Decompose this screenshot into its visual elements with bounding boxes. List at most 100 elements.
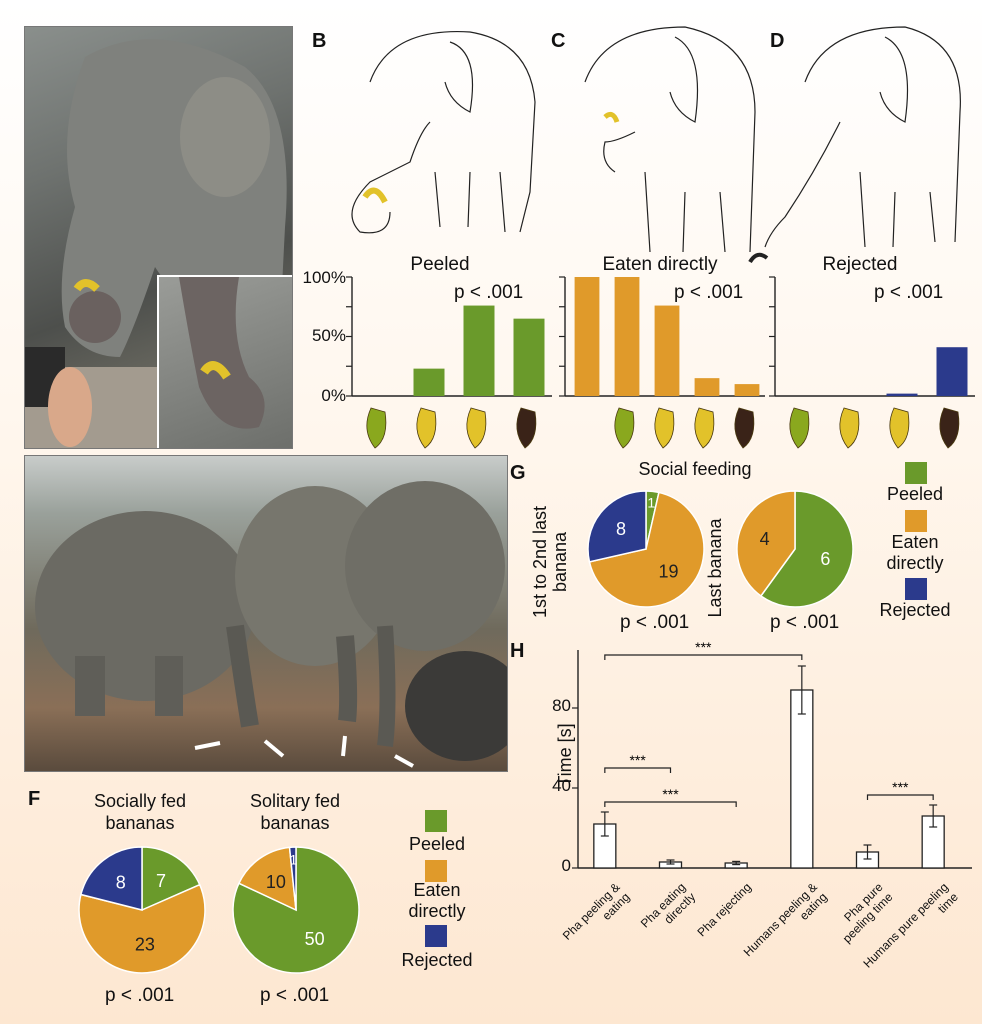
pie-solitary-fed-slice-2: [288, 846, 297, 911]
pie-socially-fed-slice-0: [141, 846, 201, 912]
bar-B-2: [463, 305, 495, 396]
legend-swatch-rejected-f: [425, 925, 447, 947]
inset-photo: [157, 275, 292, 448]
banana-body: [366, 407, 387, 449]
pie-socially-fed-label-2: 8: [116, 873, 126, 893]
banana-green-icon: [789, 407, 810, 449]
bar-D-2: [886, 393, 918, 396]
h-sig-label-0: ***: [695, 639, 712, 655]
pie-last-banana-slice-1: [736, 490, 796, 597]
banana-body: [516, 407, 537, 449]
legend-label-eaten-g: Eaten directly: [886, 532, 944, 573]
banana-body: [694, 407, 715, 449]
h-y-tick-0: 0: [561, 856, 571, 875]
social-feeding-title: Social feeding: [638, 459, 752, 479]
banana-black-icon: [516, 407, 537, 449]
banana-green-icon: [366, 407, 387, 449]
panel-label-g: G: [510, 462, 526, 484]
pie-last-banana-label-1: 4: [760, 529, 770, 549]
legend-swatch-peeled-g: [905, 462, 927, 484]
panel-label-f: F: [28, 788, 41, 810]
bar-D-3: [936, 347, 968, 396]
pie-title-socially-fed: Socially fed bananas: [93, 791, 187, 833]
h-y-tick-40: 40: [552, 776, 571, 795]
bar-B-1: [413, 368, 445, 396]
p-value-rejected: p < .001: [874, 282, 944, 303]
pie-last-banana-label-0: 6: [820, 549, 830, 569]
banana-body: [654, 407, 675, 449]
h-sig-label-3: ***: [892, 779, 909, 795]
pie-socially-fed-label-0: 7: [156, 871, 166, 891]
banana-spotted-icon: [694, 407, 715, 449]
p-value-peeled: p < .001: [454, 282, 524, 303]
elephant-drawing-peeling: [351, 30, 536, 234]
banana-body: [789, 407, 810, 449]
elephant-photo-a: [24, 26, 293, 449]
banana-green-icon: [614, 407, 635, 449]
pie-last-banana-slice-0: [759, 490, 854, 608]
banana-body: [416, 407, 437, 449]
legend-swatch-eaten-f: [425, 860, 447, 882]
trunk-banana-icon: [179, 277, 265, 429]
p-value-eaten: p < .001: [674, 282, 744, 303]
h-sig-bracket-3: [866, 794, 934, 800]
pie-solitary-fed-label-1: 10: [266, 872, 286, 892]
h-sig-label-2: ***: [662, 786, 679, 802]
banana-body: [939, 407, 960, 449]
banana-body: [734, 407, 755, 449]
h-sig-bracket-1: [604, 767, 672, 773]
banana-body: [466, 407, 487, 449]
bar-C-2: [654, 305, 680, 396]
banana-yellow-icon: [654, 407, 675, 449]
chart-title-peeled: Peeled: [410, 254, 470, 275]
bar-B-3: [513, 318, 545, 396]
pie-first-to-second-last-slice-1: [588, 491, 705, 608]
legend-swatch-peeled-f: [425, 810, 447, 832]
legend-swatch-rejected-g: [905, 578, 927, 600]
panel-label-d: D: [770, 30, 785, 52]
banana-body: [889, 407, 910, 449]
p-value-g-last: p < .001: [770, 612, 840, 633]
bar-C-1: [614, 277, 640, 396]
h-sig-bracket-0: [604, 654, 803, 660]
banana-body: [839, 407, 860, 449]
pie-first-to-second-last-label-2: 8: [616, 519, 626, 539]
pie-first-to-second-last-label-1: 19: [659, 562, 679, 582]
p-value-socially-fed: p < .001: [105, 985, 175, 1006]
elephant-group-icon: [35, 481, 507, 768]
pie-first-to-second-last-label-0: 1: [647, 495, 655, 511]
banana-body: [614, 407, 635, 449]
banana-yellow-icon: [839, 407, 860, 449]
bar-C-0: [574, 277, 600, 396]
banana-spotted-icon: [889, 407, 910, 449]
pie-solitary-fed-label-2: 1: [289, 851, 297, 867]
pie-solitary-fed-slice-1: [237, 846, 297, 912]
bar-charts-bcd: [346, 276, 975, 449]
y-tick-50: 50%: [311, 326, 346, 345]
h-bar-3: [790, 689, 814, 869]
h-sig-label-1: ***: [629, 752, 646, 768]
p-value-g-first: p < .001: [620, 612, 690, 633]
banana-spotted-icon: [466, 407, 487, 449]
bar-C-3: [694, 378, 720, 396]
h-sig-bracket-2: [604, 801, 737, 807]
pie-title-solitary-fed: Solitary fed bananas: [249, 791, 341, 833]
y-tick-100: 100%: [302, 268, 346, 287]
y-tick-0: 0%: [321, 386, 346, 405]
legend-label-rejected-g: Rejected: [879, 600, 951, 620]
bar-C-4: [734, 384, 760, 396]
banana-yellow-icon: [416, 407, 437, 449]
pie-socially-fed-label-1: 23: [135, 935, 155, 955]
pie-socially-fed-slice-2: [80, 846, 143, 911]
elephant-drawing-rejecting: [748, 26, 961, 264]
banana-black-icon: [734, 407, 755, 449]
h-y-tick-80: 80: [552, 696, 571, 715]
pie-socially-fed-slice-1: [78, 883, 206, 974]
banana-black-icon: [939, 407, 960, 449]
legend-label-peeled-f: Peeled: [408, 834, 466, 854]
legend-swatch-eaten-g: [905, 510, 927, 532]
panel-label-c: C: [551, 30, 566, 52]
p-value-solitary-fed: p < .001: [260, 985, 330, 1006]
